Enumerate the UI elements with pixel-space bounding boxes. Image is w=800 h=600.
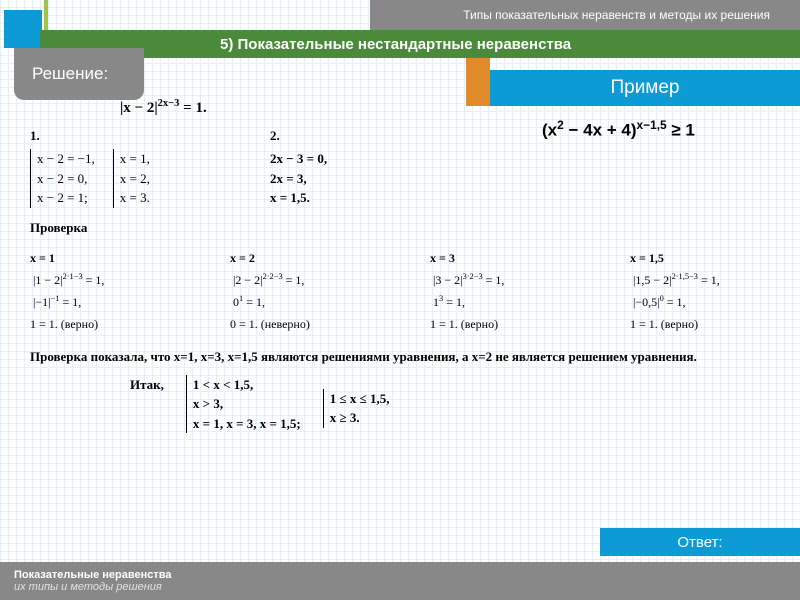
- header-title: 5) Показательные нестандартные неравенст…: [40, 30, 800, 58]
- eq-line: x = 1,: [120, 149, 150, 169]
- check-result: 1 = 1. (верно): [30, 315, 170, 333]
- eq-line: x − 2 = 1;: [37, 188, 95, 208]
- check-result: 1 = 1. (верно): [430, 315, 570, 333]
- corner-square: [4, 10, 42, 48]
- check-h: x = 2: [230, 249, 370, 267]
- eq-line: 1 ≤ x ≤ 1,5,: [330, 389, 390, 409]
- case1-label: 1.: [30, 126, 150, 146]
- eq-line: x − 2 = −1,: [37, 149, 95, 169]
- header-subtitle: Типы показательных неравенств и методы и…: [370, 0, 800, 30]
- eq-line: x = 1,5.: [270, 188, 390, 208]
- eq-line: x = 1, x = 3, x = 1,5;: [193, 414, 301, 434]
- eq-line: 1 < x < 1,5,: [193, 375, 301, 395]
- footer: Показательные неравенства их типы и мето…: [0, 562, 800, 600]
- conclusion: Проверка показала, что х=1, х=3, х=1,5 я…: [30, 347, 770, 367]
- case2-label: 2.: [270, 126, 390, 146]
- eq-line: 2x − 3 = 0,: [270, 149, 390, 169]
- eq-line: x = 2,: [120, 169, 150, 189]
- check-x1: x = 1 |1 − 2|2·1−3 = 1, |−1|−1 = 1, 1 = …: [30, 245, 170, 337]
- eq-line: x > 3,: [193, 394, 301, 414]
- check-result: 1 = 1. (верно): [630, 315, 770, 333]
- itak-system-b: 1 ≤ x ≤ 1,5, x ≥ 3.: [323, 389, 390, 428]
- check-h: x = 1: [30, 249, 170, 267]
- eq-line: x ≥ 3.: [330, 408, 390, 428]
- check-x3: x = 3 |3 − 2|3·2−3 = 1, 13 = 1, 1 = 1. (…: [430, 245, 570, 337]
- solution-tab: Решение:: [14, 48, 144, 100]
- footer-line2: их типы и методы решения: [14, 581, 800, 593]
- check-h: x = 1,5: [630, 249, 770, 267]
- itak-system-a: 1 < x < 1,5, x > 3, x = 1, x = 3, x = 1,…: [186, 375, 301, 434]
- check-h: x = 3: [430, 249, 570, 267]
- eq-line: x − 2 = 0,: [37, 169, 95, 189]
- eq-line: x = 3.: [120, 188, 150, 208]
- check-x4: x = 1,5 |1,5 − 2|2·1,5−3 = 1, |−0,5|0 = …: [630, 245, 770, 337]
- check-x2: x = 2 |2 − 2|2·2−3 = 1, 01 = 1, 0 = 1. (…: [230, 245, 370, 337]
- itak-label: Итак,: [130, 375, 164, 395]
- answer-tab: Ответ:: [600, 528, 800, 556]
- main-equation: |x − 2|2x−3 = 1.: [120, 96, 770, 120]
- footer-line1: Показательные неравенства: [14, 569, 800, 581]
- content-area: |x − 2|2x−3 = 1. 1. x − 2 = −1, x − 2 = …: [30, 96, 770, 433]
- eq-line: 2x = 3,: [270, 169, 390, 189]
- case1-system-a: x − 2 = −1, x − 2 = 0, x − 2 = 1;: [30, 149, 95, 208]
- case1-system-b: x = 1, x = 2, x = 3.: [113, 149, 150, 208]
- check-result: 0 = 1. (неверно): [230, 315, 370, 333]
- check-label: Проверка: [30, 218, 770, 238]
